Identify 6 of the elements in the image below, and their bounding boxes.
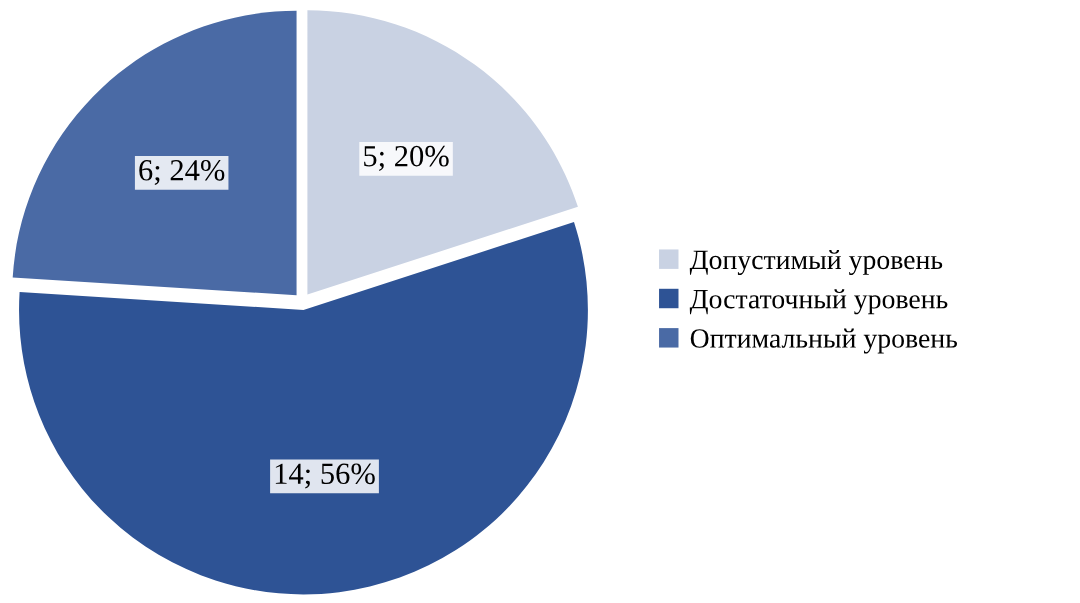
data-label: 14; 56% xyxy=(275,463,375,489)
data-label: 6; 24% xyxy=(139,159,225,185)
legend-label: Допустимый уровень xyxy=(689,249,943,275)
data-label: 5; 20% xyxy=(364,145,449,171)
legend-label: Оптимальный уровень xyxy=(690,328,958,354)
legend-label: Достаточный уровень xyxy=(689,289,948,315)
